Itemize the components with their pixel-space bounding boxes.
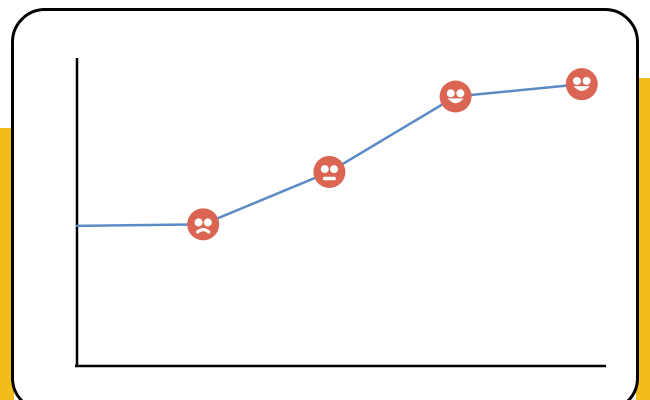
data-point [565, 68, 598, 101]
data-point [187, 208, 220, 241]
series-line-segment [454, 82, 584, 98]
neutral-face-icon [313, 155, 346, 188]
smile-face-icon [439, 80, 472, 113]
accent-bar-right [636, 78, 650, 400]
accent-bar-left [0, 128, 14, 400]
series-line-segment [75, 223, 205, 228]
marker-layer [187, 68, 598, 241]
frown-face-icon [187, 208, 220, 241]
series-line-segment [328, 95, 457, 174]
series-line-segment [201, 170, 331, 226]
smile-face-icon [565, 68, 598, 101]
data-point [313, 155, 346, 188]
series-layer [75, 82, 584, 228]
data-point [439, 80, 472, 113]
chart-card [11, 8, 639, 400]
